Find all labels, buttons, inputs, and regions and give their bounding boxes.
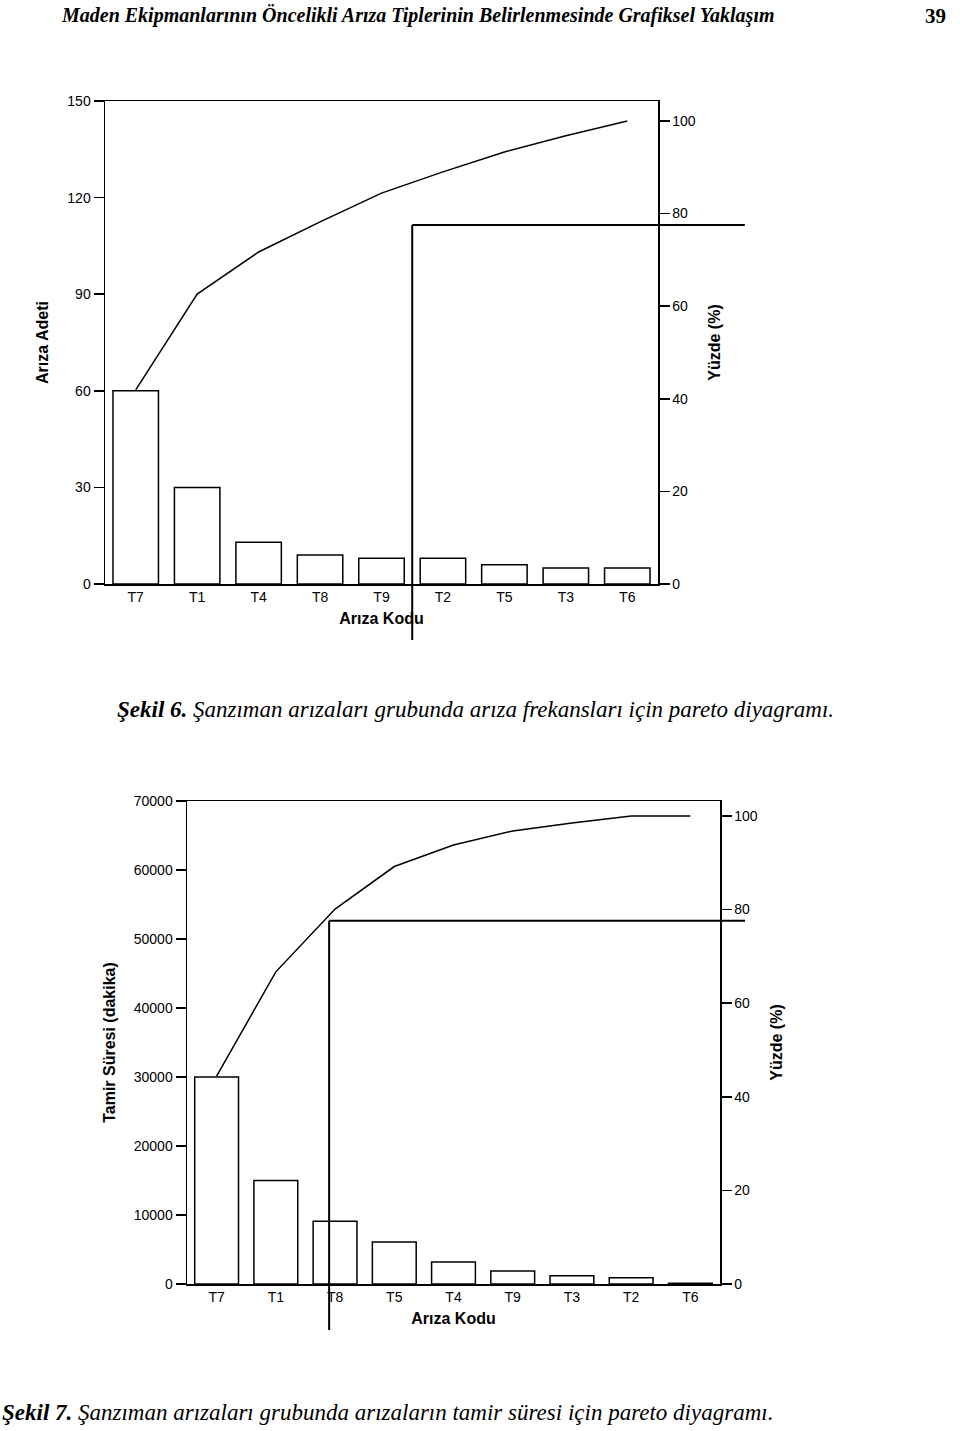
svg-text:T1: T1: [189, 589, 206, 605]
svg-text:T2: T2: [435, 589, 452, 605]
svg-text:T6: T6: [682, 1289, 699, 1305]
svg-text:20: 20: [672, 483, 688, 499]
svg-text:T2: T2: [623, 1289, 640, 1305]
svg-text:T7: T7: [208, 1289, 225, 1305]
svg-text:60: 60: [672, 298, 688, 314]
svg-text:20000: 20000: [134, 1138, 173, 1154]
svg-text:60: 60: [75, 383, 91, 399]
svg-text:T9: T9: [505, 1289, 522, 1305]
svg-text:T8: T8: [312, 589, 329, 605]
svg-text:30000: 30000: [134, 1069, 173, 1085]
html-text:Şekil 7. Şanzıman arızaları gr: Şekil 7. Şanzıman arızaları grubunda arı…: [2, 1400, 774, 1425]
html-text:Maden Ekipmanlarının Öncelikli: Maden Ekipmanlarının Öncelikli Arıza Tip…: [62, 4, 775, 26]
svg-text:100: 100: [672, 113, 696, 129]
svg-text:0: 0: [83, 576, 91, 592]
svg-text:70000: 70000: [134, 793, 173, 809]
html-text:Şekil 6. Şanzıman arızaları gr: Şekil 6. Şanzıman arızaları grubunda arı…: [117, 697, 835, 722]
svg-text:100: 100: [734, 808, 758, 824]
svg-text:T1: T1: [268, 1289, 285, 1305]
svg-text:30: 30: [75, 479, 91, 495]
svg-text:20: 20: [734, 1182, 750, 1198]
svg-text:0: 0: [734, 1276, 742, 1292]
svg-text:0: 0: [165, 1276, 173, 1292]
svg-text:Arıza Kodu: Arıza Kodu: [411, 1310, 495, 1327]
svg-text:T6: T6: [619, 589, 636, 605]
svg-text:150: 150: [67, 93, 91, 109]
svg-text:80: 80: [734, 901, 750, 917]
svg-text:40: 40: [734, 1089, 750, 1105]
svg-text:80: 80: [672, 205, 688, 221]
svg-text:T3: T3: [564, 1289, 581, 1305]
svg-text:Tamir Süresi (dakika): Tamir Süresi (dakika): [101, 962, 118, 1123]
svg-text:T8: T8: [327, 1289, 344, 1305]
svg-text:0: 0: [672, 576, 680, 592]
svg-text:Arıza Adeti: Arıza Adeti: [34, 301, 51, 384]
svg-text:Arıza Kodu: Arıza Kodu: [339, 610, 423, 627]
svg-text:Yüzde (%): Yüzde (%): [706, 304, 723, 380]
svg-text:T4: T4: [250, 589, 267, 605]
svg-text:T4: T4: [445, 1289, 462, 1305]
svg-text:60: 60: [734, 995, 750, 1011]
svg-text:Yüzde (%): Yüzde (%): [768, 1004, 785, 1080]
svg-text:60000: 60000: [134, 862, 173, 878]
svg-text:T9: T9: [373, 589, 390, 605]
svg-text:T3: T3: [558, 589, 575, 605]
svg-text:T5: T5: [496, 589, 513, 605]
svg-text:40: 40: [672, 391, 688, 407]
svg-text:120: 120: [67, 190, 91, 206]
svg-text:40000: 40000: [134, 1000, 173, 1016]
svg-text:90: 90: [75, 286, 91, 302]
svg-text:T7: T7: [128, 589, 145, 605]
html-text:39: 39: [925, 4, 946, 28]
svg-text:T5: T5: [386, 1289, 403, 1305]
svg-text:10000: 10000: [134, 1207, 173, 1223]
svg-text:50000: 50000: [134, 931, 173, 947]
